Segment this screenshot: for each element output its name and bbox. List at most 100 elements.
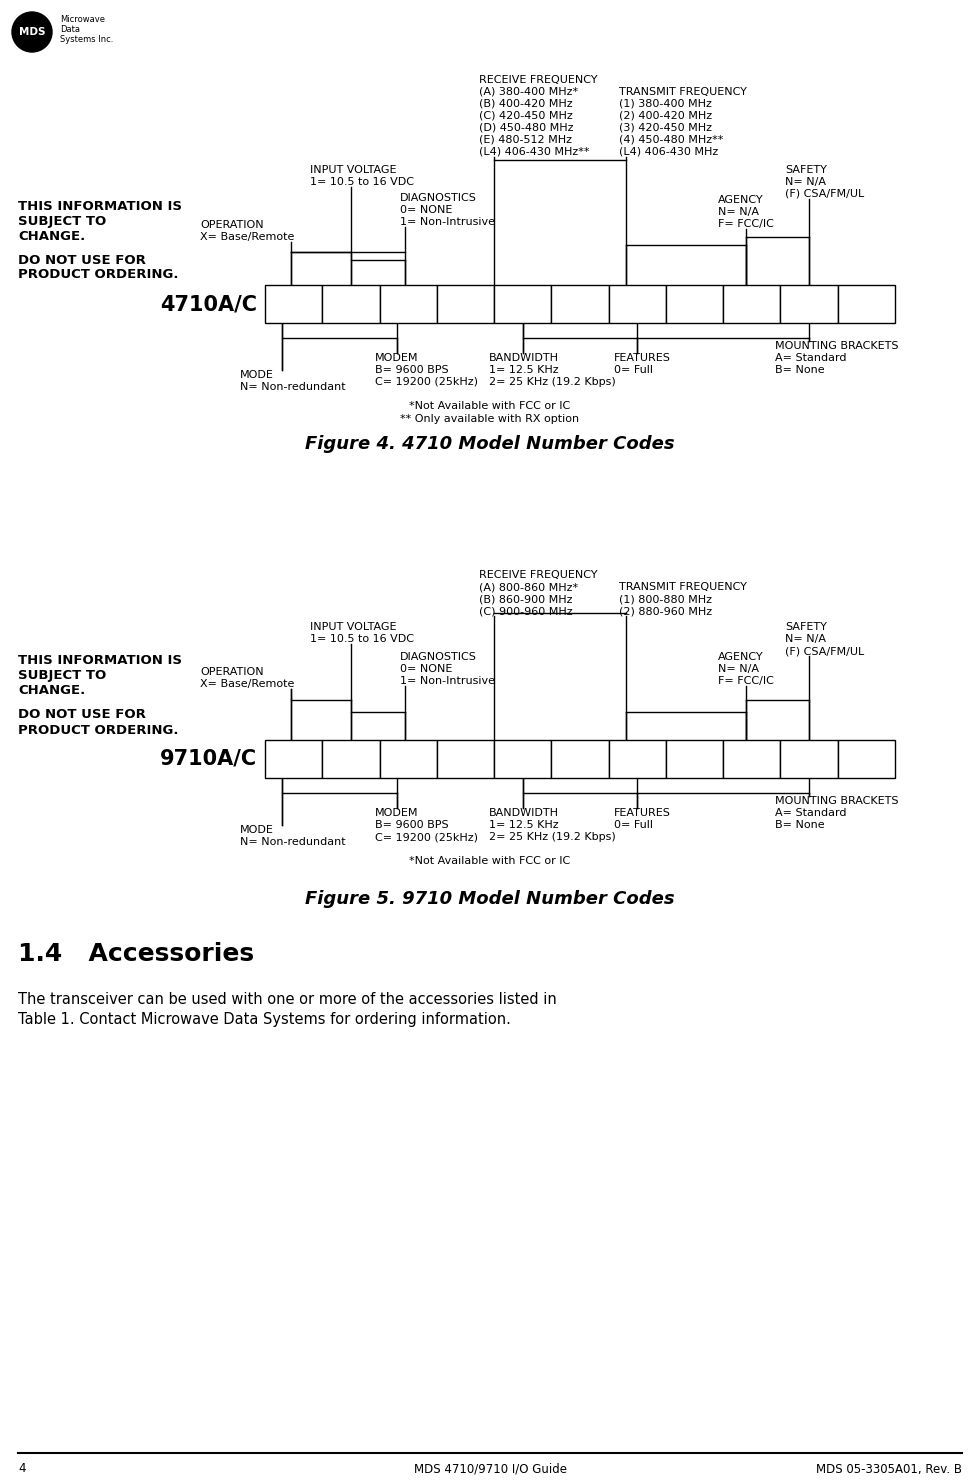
- Bar: [609, 740, 665, 779]
- Bar: [723, 285, 780, 323]
- Text: 0= Full: 0= Full: [613, 365, 653, 375]
- Text: Data: Data: [60, 25, 80, 34]
- Text: THIS INFORMATION IS: THIS INFORMATION IS: [18, 200, 182, 214]
- Bar: [838, 740, 895, 779]
- Text: X= Base/Remote: X= Base/Remote: [200, 231, 294, 242]
- Text: A= Standard: A= Standard: [775, 353, 847, 363]
- Text: 1= 12.5 KHz: 1= 12.5 KHz: [489, 820, 559, 830]
- Text: ** Only available with RX option: ** Only available with RX option: [401, 414, 579, 424]
- Text: 4710A/C: 4710A/C: [160, 294, 257, 314]
- Bar: [838, 285, 895, 323]
- Text: The transceiver can be used with one or more of the accessories listed in: The transceiver can be used with one or …: [18, 992, 557, 1007]
- Text: AGENCY: AGENCY: [718, 194, 763, 205]
- Text: PRODUCT ORDERING.: PRODUCT ORDERING.: [18, 268, 178, 282]
- Text: 1= 10.5 to 16 VDC: 1= 10.5 to 16 VDC: [310, 176, 414, 187]
- Bar: [494, 285, 552, 323]
- Bar: [265, 285, 322, 323]
- Text: (F) CSA/FM/UL: (F) CSA/FM/UL: [785, 188, 864, 199]
- Text: TRANSMIT FREQUENCY: TRANSMIT FREQUENCY: [618, 87, 747, 96]
- Text: (E) 480-512 MHz: (E) 480-512 MHz: [479, 135, 572, 145]
- Bar: [552, 740, 609, 779]
- Bar: [322, 740, 379, 779]
- Bar: [665, 740, 723, 779]
- Text: B= 9600 BPS: B= 9600 BPS: [374, 365, 448, 375]
- Bar: [379, 740, 437, 779]
- Text: DIAGNOSTICS: DIAGNOSTICS: [400, 193, 477, 203]
- Text: AGENCY: AGENCY: [718, 653, 763, 661]
- Text: MODEM: MODEM: [374, 353, 418, 363]
- Text: MDS 4710/9710 I/O Guide: MDS 4710/9710 I/O Guide: [414, 1462, 566, 1476]
- Text: (1) 800-880 MHz: (1) 800-880 MHz: [618, 595, 711, 604]
- Text: MOUNTING BRACKETS: MOUNTING BRACKETS: [775, 796, 899, 805]
- Text: F= FCC/IC: F= FCC/IC: [718, 219, 774, 228]
- Text: N= Non-redundant: N= Non-redundant: [240, 836, 346, 847]
- Text: B= None: B= None: [775, 365, 825, 375]
- Bar: [379, 285, 437, 323]
- Text: INPUT VOLTAGE: INPUT VOLTAGE: [310, 165, 397, 175]
- Text: (D) 450-480 MHz: (D) 450-480 MHz: [479, 123, 573, 133]
- Text: DIAGNOSTICS: DIAGNOSTICS: [400, 653, 477, 661]
- Text: MDS 05-3305A01, Rev. B: MDS 05-3305A01, Rev. B: [816, 1462, 962, 1476]
- Bar: [552, 285, 609, 323]
- Text: 0= NONE: 0= NONE: [400, 664, 453, 673]
- Text: FEATURES: FEATURES: [613, 808, 670, 819]
- Text: THIS INFORMATION IS: THIS INFORMATION IS: [18, 654, 182, 666]
- Text: DO NOT USE FOR: DO NOT USE FOR: [18, 254, 146, 267]
- Text: B= 9600 BPS: B= 9600 BPS: [374, 820, 448, 830]
- Text: 2= 25 KHz (19.2 Kbps): 2= 25 KHz (19.2 Kbps): [489, 377, 615, 387]
- Text: N= Non-redundant: N= Non-redundant: [240, 383, 346, 392]
- Text: SAFETY: SAFETY: [785, 621, 827, 632]
- Text: TRANSMIT FREQUENCY: TRANSMIT FREQUENCY: [618, 581, 747, 592]
- Text: 0= Full: 0= Full: [613, 820, 653, 830]
- Text: DO NOT USE FOR: DO NOT USE FOR: [18, 709, 146, 722]
- Text: N= N/A: N= N/A: [718, 664, 760, 673]
- Text: CHANGE.: CHANGE.: [18, 684, 85, 697]
- Text: Figure 4. 4710 Model Number Codes: Figure 4. 4710 Model Number Codes: [305, 435, 675, 452]
- Text: FEATURES: FEATURES: [613, 353, 670, 363]
- Bar: [437, 740, 494, 779]
- Text: (L4) 406-430 MHz: (L4) 406-430 MHz: [618, 147, 718, 157]
- Text: N= N/A: N= N/A: [785, 635, 826, 644]
- Text: OPERATION: OPERATION: [200, 667, 264, 678]
- Text: 1= Non-Intrusive: 1= Non-Intrusive: [400, 217, 495, 227]
- Text: N= N/A: N= N/A: [718, 208, 760, 217]
- Text: (L4) 406-430 MHz**: (L4) 406-430 MHz**: [479, 147, 590, 157]
- Text: (2) 880-960 MHz: (2) 880-960 MHz: [618, 607, 711, 615]
- Text: INPUT VOLTAGE: INPUT VOLTAGE: [310, 621, 397, 632]
- Text: (F) CSA/FM/UL: (F) CSA/FM/UL: [785, 647, 864, 655]
- Text: A= Standard: A= Standard: [775, 808, 847, 819]
- Text: (2) 400-420 MHz: (2) 400-420 MHz: [618, 111, 711, 122]
- Text: (1) 380-400 MHz: (1) 380-400 MHz: [618, 99, 711, 108]
- Text: SAFETY: SAFETY: [785, 165, 827, 175]
- Text: 1= 12.5 KHz: 1= 12.5 KHz: [489, 365, 559, 375]
- Text: BANDWIDTH: BANDWIDTH: [489, 808, 560, 819]
- Text: N= N/A: N= N/A: [785, 176, 826, 187]
- Text: MODEM: MODEM: [374, 808, 418, 819]
- Text: 1= Non-Intrusive: 1= Non-Intrusive: [400, 676, 495, 687]
- Text: (4) 450-480 MHz**: (4) 450-480 MHz**: [618, 135, 723, 145]
- Text: OPERATION: OPERATION: [200, 219, 264, 230]
- Text: C= 19200 (25kHz): C= 19200 (25kHz): [374, 377, 477, 387]
- Text: RECEIVE FREQUENCY: RECEIVE FREQUENCY: [479, 76, 598, 85]
- Text: SUBJECT TO: SUBJECT TO: [18, 669, 106, 682]
- Text: Figure 5. 9710 Model Number Codes: Figure 5. 9710 Model Number Codes: [305, 890, 675, 908]
- Text: 2= 25 KHz (19.2 Kbps): 2= 25 KHz (19.2 Kbps): [489, 832, 615, 842]
- Text: PRODUCT ORDERING.: PRODUCT ORDERING.: [18, 724, 178, 737]
- Text: (A) 380-400 MHz*: (A) 380-400 MHz*: [479, 87, 578, 96]
- Text: MODE: MODE: [240, 825, 273, 835]
- Text: B= None: B= None: [775, 820, 825, 830]
- Bar: [780, 285, 838, 323]
- Text: F= FCC/IC: F= FCC/IC: [718, 676, 774, 687]
- Text: Table 1. Contact Microwave Data Systems for ordering information.: Table 1. Contact Microwave Data Systems …: [18, 1011, 511, 1028]
- Text: BANDWIDTH: BANDWIDTH: [489, 353, 560, 363]
- Text: 4: 4: [18, 1462, 25, 1476]
- Text: 1.4   Accessories: 1.4 Accessories: [18, 942, 254, 965]
- Circle shape: [12, 12, 52, 52]
- Text: Microwave: Microwave: [60, 15, 105, 25]
- Text: SUBJECT TO: SUBJECT TO: [18, 215, 106, 228]
- Text: (C) 900-960 MHz: (C) 900-960 MHz: [479, 607, 572, 615]
- Text: (B) 400-420 MHz: (B) 400-420 MHz: [479, 99, 572, 108]
- Text: RECEIVE FREQUENCY: RECEIVE FREQUENCY: [479, 569, 598, 580]
- Text: (C) 420-450 MHz: (C) 420-450 MHz: [479, 111, 573, 122]
- Text: *Not Available with FCC or IC: *Not Available with FCC or IC: [410, 856, 570, 866]
